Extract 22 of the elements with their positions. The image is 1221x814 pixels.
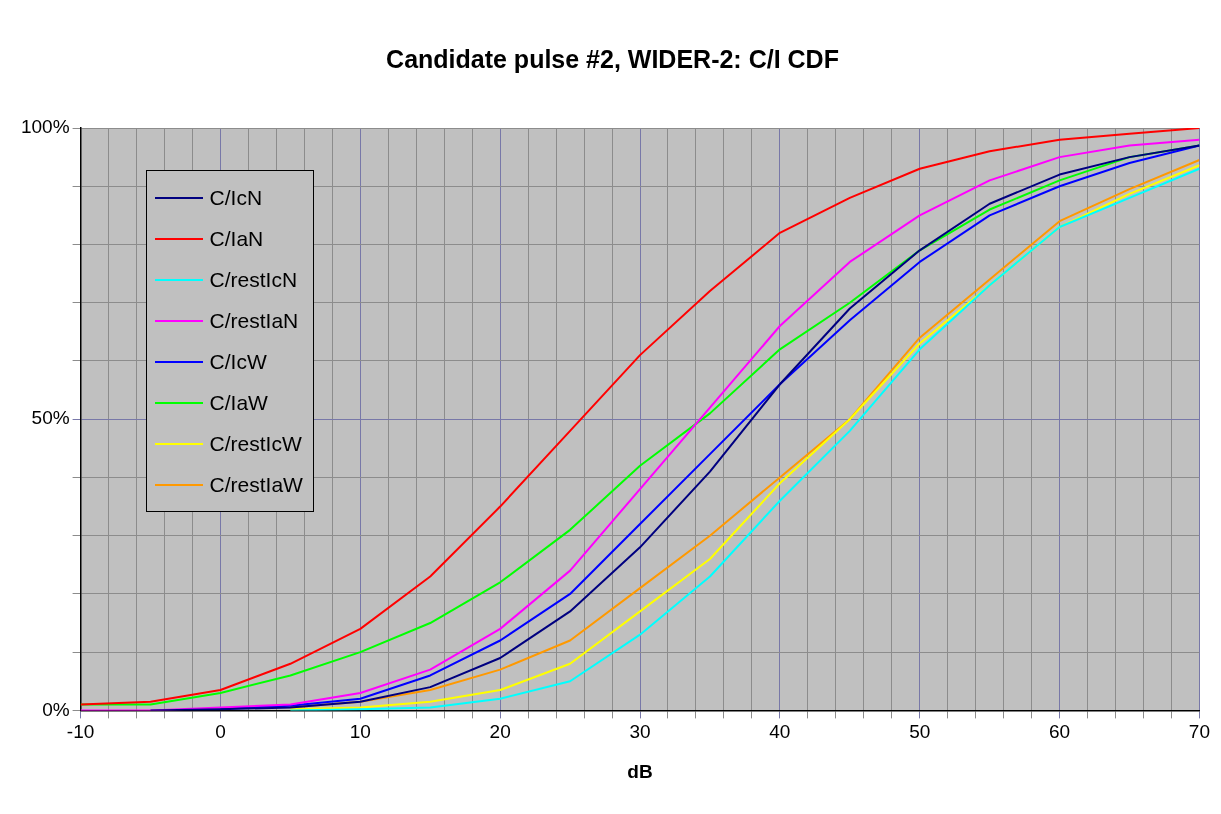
- x-tick-label: -10: [66, 721, 95, 743]
- x-axis-title: dB: [627, 760, 653, 782]
- legend-label: C/IaW: [209, 390, 268, 415]
- x-tick-label: 20: [489, 721, 511, 743]
- legend-label: C/IcN: [209, 185, 263, 210]
- chart-title: Candidate pulse #2, WIDER-2: C/I CDF: [386, 44, 839, 73]
- legend-label: C/IcW: [209, 349, 267, 374]
- y-tick-label: 0%: [42, 698, 70, 720]
- x-tick-label: 30: [629, 721, 651, 743]
- legend-label: C/restIaN: [209, 308, 299, 333]
- y-tick-label: 100%: [20, 116, 70, 138]
- legend-label: C/restIcN: [209, 267, 298, 292]
- legend-label: C/restIcW: [209, 431, 302, 456]
- x-tick-label: 70: [1188, 721, 1210, 743]
- x-tick-label: 0: [215, 721, 226, 743]
- legend-label: C/restIaW: [209, 472, 303, 497]
- y-tick-label: 50%: [31, 407, 70, 429]
- x-tick-label: 40: [769, 721, 791, 743]
- x-tick-label: 10: [349, 721, 371, 743]
- legend-label: C/IaN: [209, 226, 264, 251]
- x-tick-label: 60: [1049, 721, 1071, 743]
- x-tick-label: 50: [909, 721, 931, 743]
